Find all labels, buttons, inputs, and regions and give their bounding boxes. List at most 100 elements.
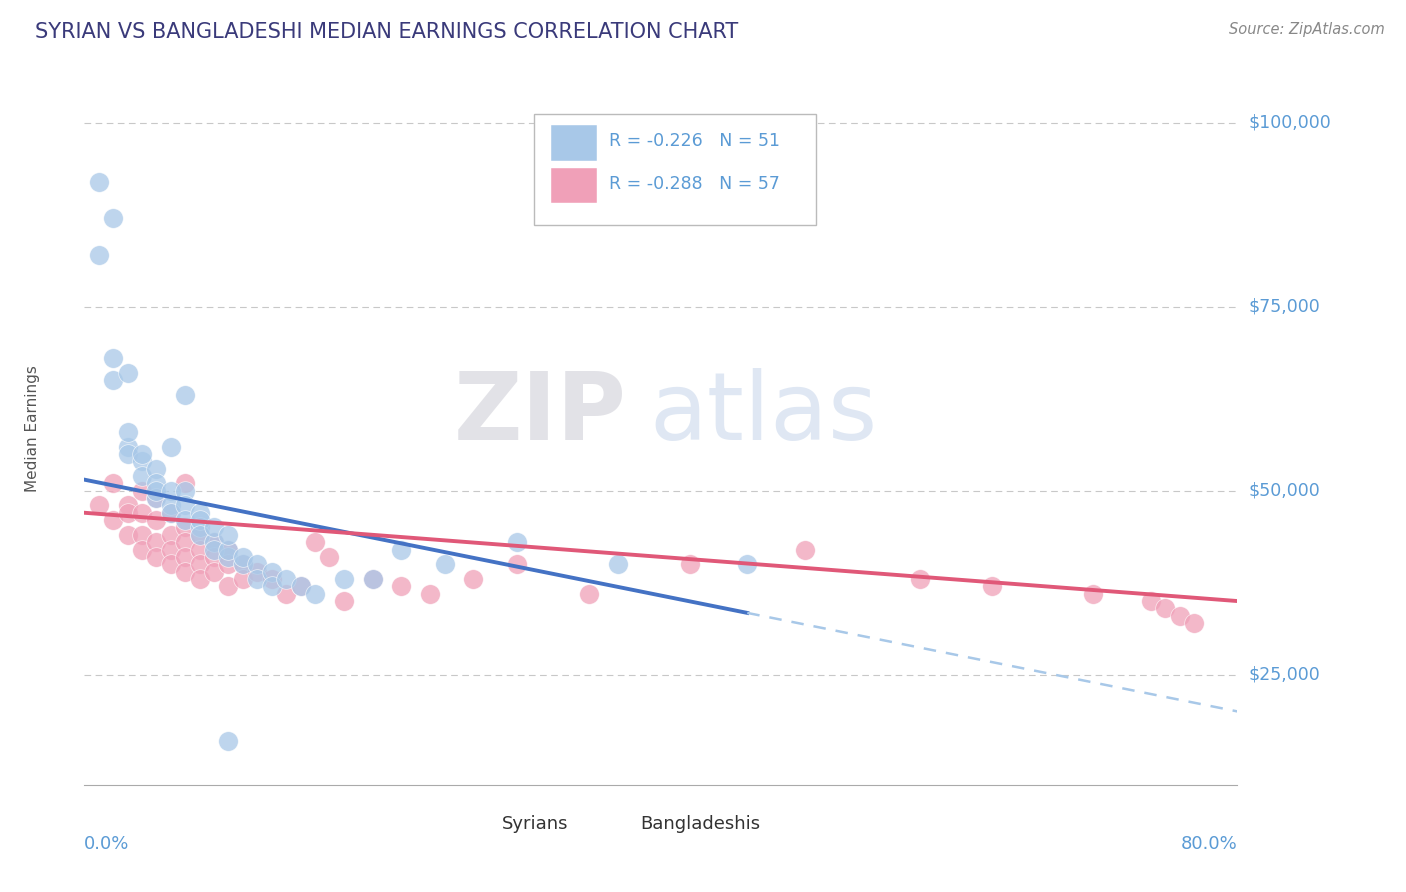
Point — [794, 542, 817, 557]
Point — [1168, 608, 1191, 623]
Point — [260, 572, 283, 586]
Point — [174, 513, 197, 527]
Point — [188, 528, 211, 542]
Text: $75,000: $75,000 — [1249, 298, 1320, 316]
Point — [160, 558, 183, 572]
Point — [218, 542, 240, 557]
Point — [103, 351, 124, 366]
Point — [361, 572, 384, 586]
Point — [174, 549, 197, 564]
Point — [145, 476, 167, 491]
Point — [218, 528, 240, 542]
Point — [578, 587, 600, 601]
Point — [131, 454, 153, 468]
Point — [174, 483, 197, 498]
Point — [679, 558, 702, 572]
Point — [145, 513, 167, 527]
Point — [218, 558, 240, 572]
Point — [202, 549, 225, 564]
Point — [145, 461, 167, 475]
Point — [202, 535, 225, 549]
Point — [174, 388, 197, 402]
Point — [260, 579, 283, 593]
Text: Syrians: Syrians — [502, 815, 568, 833]
Point — [246, 572, 269, 586]
Point — [145, 491, 167, 505]
Point — [290, 579, 312, 593]
Point — [218, 549, 240, 564]
Point — [232, 572, 254, 586]
Point — [981, 579, 1004, 593]
Point — [202, 535, 225, 549]
Point — [232, 558, 254, 572]
Point — [145, 483, 167, 498]
Point — [188, 572, 211, 586]
Point — [232, 558, 254, 572]
Text: $100,000: $100,000 — [1249, 114, 1331, 132]
FancyBboxPatch shape — [609, 814, 634, 835]
Text: Bangladeshis: Bangladeshis — [640, 815, 761, 833]
Point — [463, 572, 485, 586]
Point — [361, 572, 384, 586]
Point — [276, 587, 298, 601]
Point — [737, 558, 759, 572]
Point — [391, 542, 413, 557]
Point — [131, 542, 153, 557]
Point — [87, 248, 110, 262]
Point — [117, 528, 139, 542]
Point — [160, 528, 183, 542]
Point — [218, 579, 240, 593]
Point — [145, 535, 167, 549]
Point — [304, 587, 326, 601]
Point — [246, 565, 269, 579]
Point — [160, 499, 183, 513]
Point — [1083, 587, 1105, 601]
Point — [188, 513, 211, 527]
Point — [606, 558, 628, 572]
Point — [117, 425, 139, 439]
Point — [160, 542, 183, 557]
Point — [333, 572, 356, 586]
Point — [1154, 601, 1177, 615]
Point — [506, 558, 529, 572]
Point — [174, 476, 197, 491]
Point — [318, 549, 340, 564]
Point — [160, 440, 183, 454]
Point — [290, 579, 312, 593]
Point — [260, 565, 283, 579]
Point — [117, 366, 139, 380]
Point — [117, 440, 139, 454]
Point — [174, 520, 197, 534]
Text: Median Earnings: Median Earnings — [25, 365, 39, 491]
Point — [131, 469, 153, 483]
Text: R = -0.288   N = 57: R = -0.288 N = 57 — [609, 175, 780, 193]
Point — [145, 549, 167, 564]
Text: $25,000: $25,000 — [1249, 665, 1320, 683]
Point — [202, 520, 225, 534]
Point — [117, 506, 139, 520]
Point — [145, 491, 167, 505]
FancyBboxPatch shape — [471, 814, 496, 835]
Text: 80.0%: 80.0% — [1181, 835, 1237, 853]
Point — [433, 558, 456, 572]
Point — [188, 506, 211, 520]
Point — [218, 542, 240, 557]
Point — [131, 447, 153, 461]
Text: $50,000: $50,000 — [1249, 482, 1320, 500]
Point — [103, 211, 124, 226]
Point — [174, 535, 197, 549]
Point — [131, 528, 153, 542]
Point — [103, 513, 124, 527]
Point — [117, 447, 139, 461]
Text: SYRIAN VS BANGLADESHI MEDIAN EARNINGS CORRELATION CHART: SYRIAN VS BANGLADESHI MEDIAN EARNINGS CO… — [35, 22, 738, 42]
Point — [202, 565, 225, 579]
Text: 0.0%: 0.0% — [84, 835, 129, 853]
Point — [103, 476, 124, 491]
Point — [333, 594, 356, 608]
FancyBboxPatch shape — [551, 125, 598, 161]
Point — [506, 535, 529, 549]
Point — [131, 483, 153, 498]
Point — [276, 572, 298, 586]
Point — [117, 499, 139, 513]
Point — [160, 506, 183, 520]
